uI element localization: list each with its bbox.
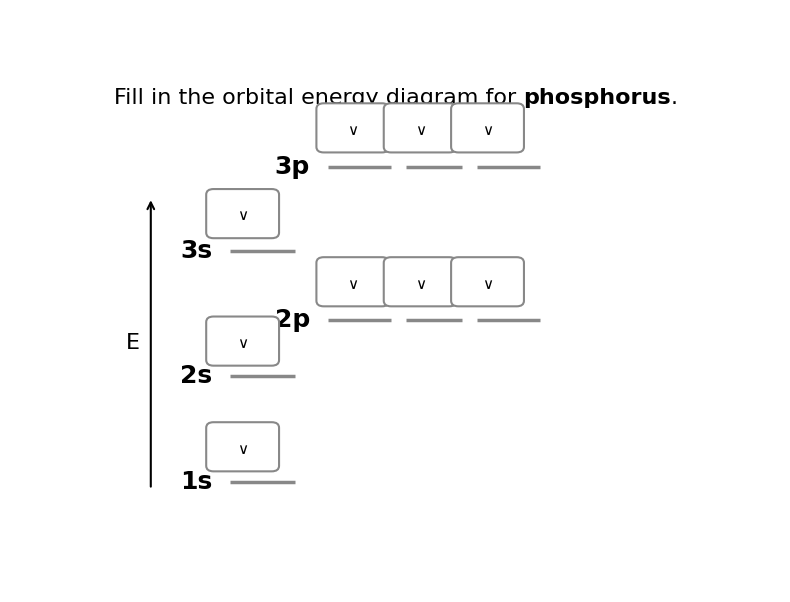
FancyBboxPatch shape (384, 257, 457, 306)
FancyBboxPatch shape (206, 189, 279, 238)
FancyBboxPatch shape (206, 422, 279, 471)
Text: 3p: 3p (275, 155, 310, 179)
Text: 3s: 3s (180, 239, 212, 262)
Text: 2s: 2s (180, 364, 212, 388)
FancyBboxPatch shape (317, 104, 389, 152)
Text: ∨: ∨ (348, 276, 359, 291)
Text: 1s: 1s (180, 471, 212, 494)
Text: E: E (126, 334, 139, 353)
FancyBboxPatch shape (384, 104, 457, 152)
Text: ∨: ∨ (482, 123, 493, 138)
FancyBboxPatch shape (317, 257, 389, 306)
Text: ∨: ∨ (482, 276, 493, 291)
Text: ∨: ∨ (237, 442, 248, 456)
Text: .: . (671, 88, 678, 108)
Text: ∨: ∨ (237, 336, 248, 351)
FancyBboxPatch shape (206, 317, 279, 365)
Text: 2p: 2p (275, 308, 310, 332)
Text: ∨: ∨ (237, 208, 248, 223)
Text: ∨: ∨ (415, 123, 426, 138)
FancyBboxPatch shape (451, 257, 524, 306)
Text: phosphorus: phosphorus (524, 88, 671, 108)
Text: ∨: ∨ (348, 123, 359, 138)
Text: ∨: ∨ (415, 276, 426, 291)
FancyBboxPatch shape (451, 104, 524, 152)
Text: Fill in the orbital energy diagram for: Fill in the orbital energy diagram for (114, 88, 524, 108)
